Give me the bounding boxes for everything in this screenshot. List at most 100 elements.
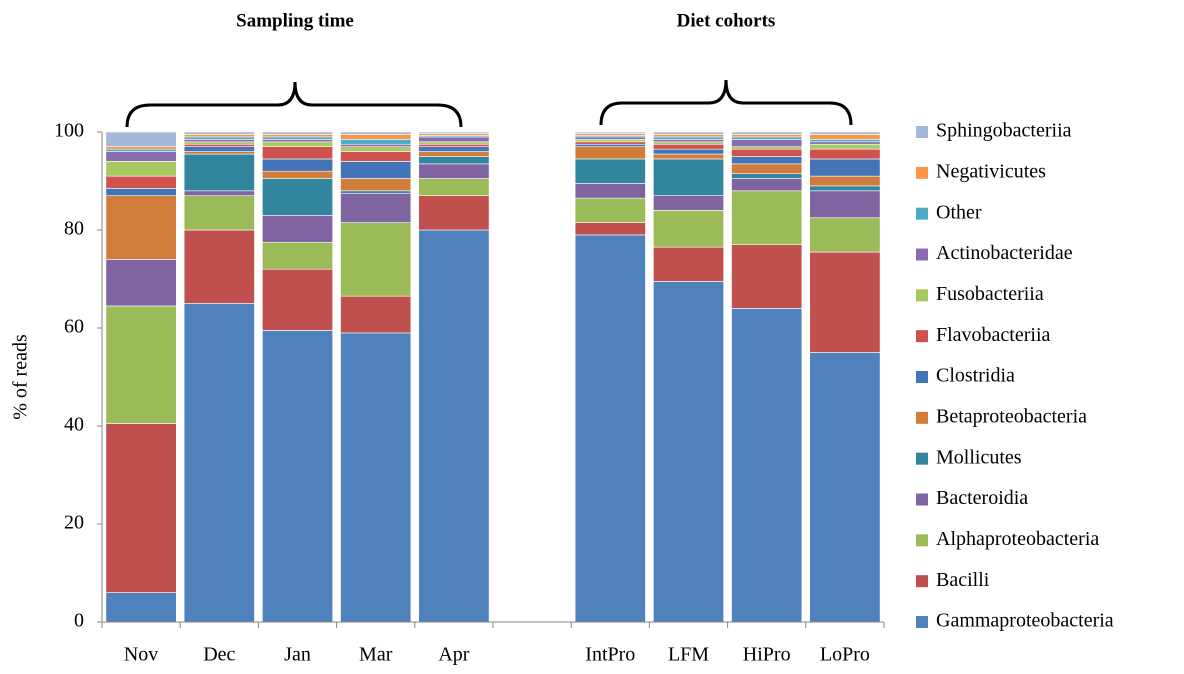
- bar-segment: [731, 173, 803, 179]
- bar-segment: [653, 158, 724, 196]
- bar-segment: [340, 222, 412, 297]
- legend-label: Clostridia: [936, 365, 1015, 387]
- legend-swatch: [916, 289, 928, 302]
- bar-segment: [340, 295, 412, 334]
- bar-segment: [574, 183, 646, 199]
- x-tick-label: Jan: [284, 644, 311, 666]
- legend-label: Fusobacteriia: [936, 283, 1044, 305]
- bar-segment: [653, 141, 724, 145]
- x-tick-label: Dec: [203, 644, 235, 666]
- legend-label: Negativicutes: [936, 160, 1046, 182]
- bar-segment: [731, 139, 803, 148]
- bar-segment: [183, 136, 255, 140]
- bar-segment: [183, 190, 255, 197]
- bar-segment: [340, 131, 412, 135]
- bar-segment: [574, 136, 646, 140]
- bar-segment: [340, 151, 412, 162]
- bar-segment: [574, 141, 646, 145]
- bar-segment: [731, 178, 803, 192]
- group-label: Diet cohorts: [677, 10, 776, 31]
- legend-label: Bacteroidia: [936, 487, 1028, 509]
- bar-segment: [262, 136, 333, 140]
- bar-segment: [574, 234, 646, 623]
- bar-segment: [418, 195, 490, 231]
- x-tick-label: Nov: [124, 644, 158, 666]
- bar-segment: [183, 229, 255, 304]
- bar-segment: [183, 143, 255, 147]
- legend-label: Betaproteobacteria: [936, 405, 1087, 427]
- bar-segment: [183, 151, 255, 155]
- legend-label: Flavobacteriia: [936, 324, 1051, 346]
- bar-segment: [262, 146, 333, 160]
- bar-segment: [653, 143, 724, 150]
- bar-segment: [731, 131, 803, 135]
- bar-segment: [653, 134, 724, 138]
- bar-segment: [418, 229, 490, 623]
- x-tick-label: HiPro: [743, 644, 791, 666]
- bar-segment: [183, 146, 255, 152]
- bar-segment: [105, 188, 177, 197]
- bar-segment: [340, 178, 412, 192]
- bar-segment: [731, 190, 803, 246]
- bar-segment: [340, 192, 412, 223]
- bar-segment: [183, 139, 255, 143]
- legend-swatch: [916, 248, 928, 261]
- legend-swatch: [916, 411, 928, 424]
- bar-segment: [809, 190, 881, 219]
- bar-segment: [105, 423, 177, 593]
- y-tick-label: 0: [74, 610, 84, 632]
- bar-segment: [418, 136, 490, 143]
- bar-segment: [731, 134, 803, 138]
- bar-segment: [418, 141, 490, 145]
- legend-swatch: [916, 207, 928, 220]
- bar-segment: [105, 131, 177, 147]
- bar-segment: [105, 175, 177, 189]
- bar-segment: [731, 163, 803, 174]
- bar-segment: [418, 131, 490, 134]
- bar-segment: [105, 148, 177, 152]
- bar-segment: [262, 134, 333, 138]
- bar-segment: [340, 134, 412, 140]
- bar-segment: [653, 210, 724, 248]
- legend-swatch: [916, 575, 928, 588]
- bar-segment: [731, 148, 803, 157]
- bar-segment: [653, 153, 724, 160]
- bar-segment: [809, 143, 881, 150]
- bar-segment: [809, 134, 881, 140]
- bar-segment: [809, 141, 881, 145]
- bar-segment: [183, 134, 255, 138]
- bar-segment: [731, 136, 803, 140]
- bar-segment: [262, 158, 333, 172]
- bar-segment: [574, 222, 646, 236]
- bar-segment: [262, 131, 333, 135]
- x-tick-label: Mar: [359, 644, 393, 666]
- bar-segment: [418, 178, 490, 197]
- bar-segment: [574, 158, 646, 184]
- bar-segment: [809, 175, 881, 187]
- bar-segment: [809, 352, 881, 623]
- bar-segment: [262, 241, 333, 270]
- bar-segment: [262, 268, 333, 331]
- bar-segment: [418, 151, 490, 157]
- y-tick-label: 40: [64, 414, 84, 436]
- bar-segment: [262, 330, 333, 623]
- bar-segment: [418, 156, 490, 165]
- legend-swatch: [916, 330, 928, 343]
- bar-segment: [809, 139, 881, 143]
- legend-label: Mollicutes: [936, 446, 1022, 468]
- x-tick-label: LoPro: [820, 644, 870, 666]
- bar-segment: [105, 161, 177, 177]
- brace: [599, 79, 853, 126]
- bar-segment: [653, 131, 724, 135]
- legend-label: Alphaproteobacteria: [936, 528, 1099, 550]
- bar-segment: [105, 259, 177, 307]
- bar-segment: [731, 146, 803, 150]
- y-tick-label: 100: [54, 120, 84, 142]
- x-tick-label: Apr: [438, 644, 469, 666]
- bar-segment: [418, 163, 490, 179]
- brace: [125, 81, 463, 128]
- bar-segment: [183, 195, 255, 231]
- legend-swatch: [916, 616, 928, 628]
- bar-segment: [574, 131, 646, 134]
- bar-segment: [653, 136, 724, 140]
